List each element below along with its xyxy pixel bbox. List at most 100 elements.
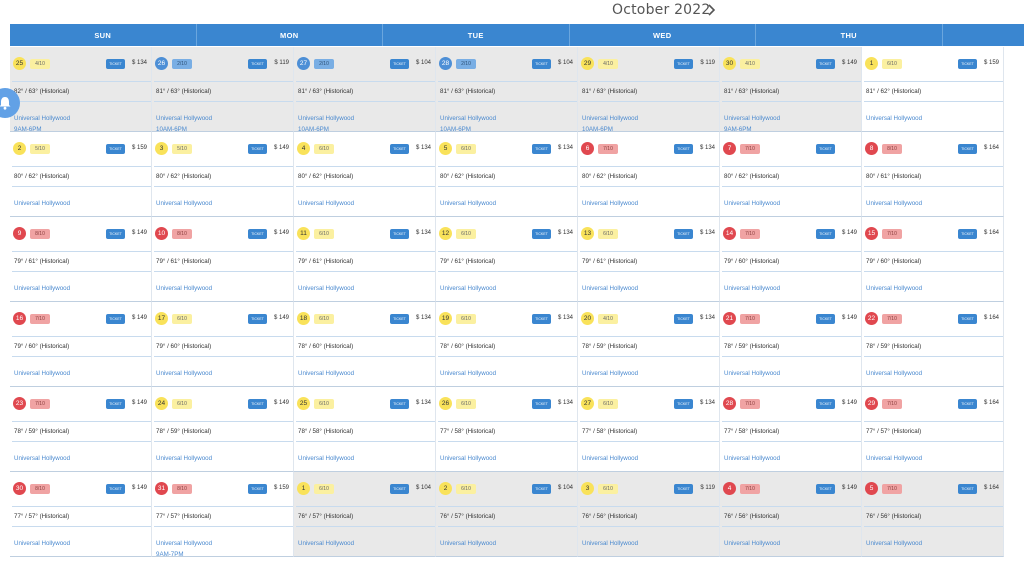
ticket-button[interactable]: TICKET <box>390 229 409 239</box>
day-cell[interactable]: 17 6/10 TICKET $ 149 79° / 60° (Historical) U… <box>152 302 294 387</box>
day-cell[interactable]: 13 6/10 TICKET $ 134 79° / 61° (Historical) U… <box>578 217 720 302</box>
park-link[interactable]: Universal Hollywood <box>298 455 355 462</box>
park-link[interactable]: Universal Hollywood <box>298 285 355 292</box>
park-link[interactable]: Universal Hollywood <box>298 370 355 377</box>
ticket-button[interactable]: TICKET <box>958 59 977 69</box>
day-cell[interactable]: 28 7/10 TICKET $ 149 77° / 58° (Historical) U… <box>720 387 862 472</box>
day-cell[interactable]: 25 4/10 TICKET $ 134 82° / 63° (Historical) U… <box>10 47 152 133</box>
ticket-button[interactable]: TICKET <box>248 229 267 239</box>
ticket-button[interactable]: TICKET <box>816 314 835 324</box>
park-link[interactable]: Universal Hollywood <box>582 455 639 462</box>
day-cell[interactable]: 28 2/10 TICKET $ 104 81° / 63° (Historical) U… <box>436 47 578 133</box>
park-link[interactable]: Universal Hollywood <box>866 370 923 377</box>
day-cell[interactable]: 31 8/10 TICKET $ 159 77° / 57° (Historical) U… <box>152 472 294 558</box>
day-cell[interactable]: 1 6/10 TICKET $ 104 76° / 57° (Historical) Un… <box>294 472 436 557</box>
park-link[interactable]: Universal Hollywood <box>866 200 923 207</box>
day-cell[interactable]: 27 6/10 TICKET $ 134 77° / 58° (Historical) U… <box>578 387 720 472</box>
ticket-button[interactable]: TICKET <box>248 144 267 154</box>
ticket-button[interactable]: TICKET <box>816 399 835 409</box>
ticket-button[interactable]: TICKET <box>390 399 409 409</box>
park-link[interactable]: Universal Hollywood <box>298 200 355 207</box>
day-cell[interactable]: 21 7/10 TICKET $ 149 78° / 59° (Historical) U… <box>720 302 862 387</box>
park-link[interactable]: Universal Hollywood <box>156 370 213 377</box>
ticket-button[interactable]: TICKET <box>958 229 977 239</box>
park-link[interactable]: Universal Hollywood <box>724 115 781 122</box>
day-cell[interactable]: 6 7/10 TICKET $ 134 80° / 62° (Historical) Un… <box>578 132 720 217</box>
day-cell[interactable]: 10 8/10 TICKET $ 149 79° / 61° (Historical) U… <box>152 217 294 302</box>
ticket-button[interactable]: TICKET <box>248 59 267 69</box>
day-cell[interactable]: 30 8/10 TICKET $ 149 77° / 57° (Historical) U… <box>10 472 152 557</box>
day-cell[interactable]: 29 7/10 TICKET $ 164 77° / 57° (Historical) U… <box>862 387 1004 472</box>
day-cell[interactable]: 20 4/10 TICKET $ 134 78° / 59° (Historical) U… <box>578 302 720 387</box>
ticket-button[interactable]: TICKET <box>390 144 409 154</box>
park-link[interactable]: Universal Hollywood <box>298 540 355 547</box>
park-link[interactable]: Universal Hollywood <box>724 370 781 377</box>
park-link[interactable]: Universal Hollywood <box>156 200 213 207</box>
day-cell[interactable]: 19 6/10 TICKET $ 134 78° / 60° (Historical) U… <box>436 302 578 387</box>
ticket-button[interactable]: TICKET <box>958 484 977 494</box>
ticket-button[interactable]: TICKET <box>248 314 267 324</box>
park-link[interactable]: Universal Hollywood <box>866 540 923 547</box>
park-link[interactable]: Universal Hollywood <box>440 200 497 207</box>
ticket-button[interactable]: TICKET <box>958 314 977 324</box>
park-link[interactable]: Universal Hollywood <box>582 540 639 547</box>
ticket-button[interactable]: TICKET <box>532 399 551 409</box>
day-cell[interactable]: 25 6/10 TICKET $ 134 78° / 58° (Historical) U… <box>294 387 436 472</box>
ticket-button[interactable]: TICKET <box>248 399 267 409</box>
park-link[interactable]: Universal Hollywood <box>156 285 213 292</box>
park-link[interactable]: Universal Hollywood <box>440 285 497 292</box>
day-cell[interactable]: 4 6/10 TICKET $ 134 80° / 62° (Historical) Un… <box>294 132 436 217</box>
ticket-button[interactable]: TICKET <box>674 399 693 409</box>
ticket-button[interactable]: TICKET <box>674 484 693 494</box>
day-cell[interactable]: 16 7/10 TICKET $ 149 79° / 60° (Historical) U… <box>10 302 152 387</box>
park-link[interactable]: Universal Hollywood <box>724 540 781 547</box>
ticket-button[interactable]: TICKET <box>958 144 977 154</box>
park-link[interactable]: Universal Hollywood <box>866 115 923 122</box>
ticket-button[interactable]: TICKET <box>816 144 835 154</box>
ticket-button[interactable]: TICKET <box>106 144 125 154</box>
park-link[interactable]: Universal Hollywood <box>440 370 497 377</box>
ticket-button[interactable]: TICKET <box>674 314 693 324</box>
day-cell[interactable]: 2 6/10 TICKET $ 104 76° / 57° (Historical) Un… <box>436 472 578 557</box>
day-cell[interactable]: 30 4/10 TICKET $ 149 81° / 63° (Historical) U… <box>720 47 862 133</box>
park-link[interactable]: Universal Hollywood <box>14 370 71 377</box>
day-cell[interactable]: 27 2/10 TICKET $ 104 81° / 63° (Historical) U… <box>294 47 436 133</box>
park-link[interactable]: Universal Hollywood <box>724 455 781 462</box>
park-link[interactable]: Universal Hollywood <box>156 115 213 122</box>
ticket-button[interactable]: TICKET <box>106 399 125 409</box>
notification-bell-button[interactable] <box>0 88 20 118</box>
ticket-button[interactable]: TICKET <box>674 59 693 69</box>
ticket-button[interactable]: TICKET <box>106 59 125 69</box>
day-cell[interactable]: 26 6/10 TICKET $ 134 77° / 58° (Historical) U… <box>436 387 578 472</box>
day-cell[interactable]: 18 6/10 TICKET $ 134 78° / 60° (Historical) U… <box>294 302 436 387</box>
day-cell[interactable]: 29 4/10 TICKET $ 119 81° / 63° (Historical) U… <box>578 47 720 133</box>
day-cell[interactable]: 8 8/10 TICKET $ 164 80° / 61° (Historical) Un… <box>862 132 1004 217</box>
next-month-button[interactable] <box>705 1 719 19</box>
day-cell[interactable]: 7 7/10 TICKET 80° / 62° (Historical) Univers… <box>720 132 862 217</box>
ticket-button[interactable]: TICKET <box>532 314 551 324</box>
park-link[interactable]: Universal Hollywood <box>440 115 497 122</box>
ticket-button[interactable]: TICKET <box>106 314 125 324</box>
park-link[interactable]: Universal Hollywood <box>582 115 639 122</box>
day-cell[interactable]: 9 8/10 TICKET $ 149 79° / 61° (Historical) Un… <box>10 217 152 302</box>
ticket-button[interactable]: TICKET <box>106 229 125 239</box>
day-cell[interactable]: 15 7/10 TICKET $ 164 79° / 60° (Historical) U… <box>862 217 1004 302</box>
ticket-button[interactable]: TICKET <box>532 144 551 154</box>
park-link[interactable]: Universal Hollywood <box>14 115 71 122</box>
day-cell[interactable]: 22 7/10 TICKET $ 164 78° / 59° (Historical) U… <box>862 302 1004 387</box>
ticket-button[interactable]: TICKET <box>674 144 693 154</box>
ticket-button[interactable]: TICKET <box>958 399 977 409</box>
park-link[interactable]: Universal Hollywood <box>582 370 639 377</box>
park-link[interactable]: Universal Hollywood <box>440 455 497 462</box>
day-cell[interactable]: 2 5/10 TICKET $ 159 80° / 62° (Historical) Un… <box>10 132 152 217</box>
park-link[interactable]: Universal Hollywood <box>724 200 781 207</box>
park-link[interactable]: Universal Hollywood <box>156 455 213 462</box>
ticket-button[interactable]: TICKET <box>674 229 693 239</box>
park-link[interactable]: Universal Hollywood <box>582 200 639 207</box>
park-link[interactable]: Universal Hollywood <box>440 540 497 547</box>
day-cell[interactable]: 23 7/10 TICKET $ 149 78° / 59° (Historical) U… <box>10 387 152 472</box>
day-cell[interactable]: 3 5/10 TICKET $ 149 80° / 62° (Historical) Un… <box>152 132 294 217</box>
day-cell[interactable]: 14 7/10 TICKET $ 149 79° / 60° (Historical) U… <box>720 217 862 302</box>
park-link[interactable]: Universal Hollywood <box>724 285 781 292</box>
park-link[interactable]: Universal Hollywood <box>156 540 213 547</box>
